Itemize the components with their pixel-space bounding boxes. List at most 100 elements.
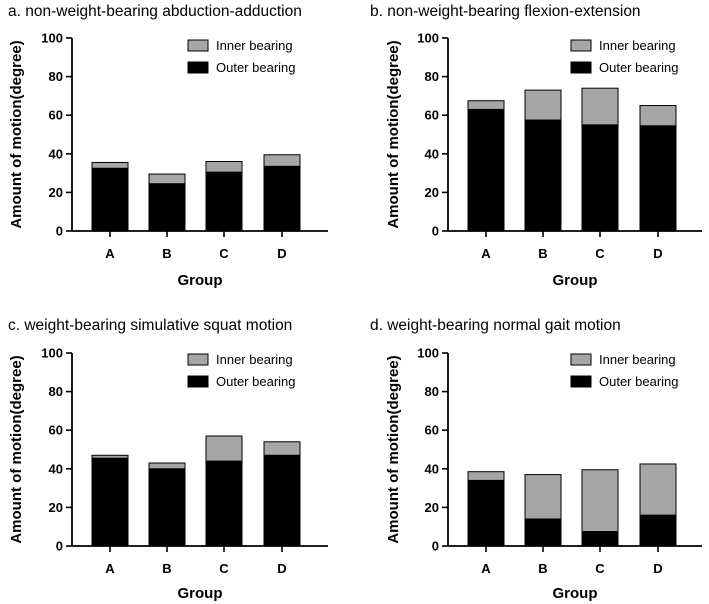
- x-tick-label: D: [277, 246, 286, 261]
- panel-title: a. non-weight-bearing abduction-adductio…: [8, 3, 302, 20]
- bar-inner-D: [263, 441, 301, 456]
- legend-swatch-inner: [570, 353, 592, 366]
- y-tick-label: 20: [49, 185, 63, 200]
- bar-outer-C: [205, 171, 243, 232]
- bar-outer-D: [263, 454, 301, 547]
- y-tick-label: 60: [49, 108, 63, 123]
- legend-label-outer: Outer bearing: [599, 60, 679, 75]
- legend-swatch-inner: [187, 39, 209, 52]
- x-tick-label: B: [538, 246, 547, 261]
- bar-inner-A: [467, 100, 505, 110]
- x-axis-title: Group: [553, 272, 598, 289]
- legend-label-inner: Inner bearing: [216, 38, 293, 53]
- x-tick-label: A: [481, 561, 491, 576]
- panel-title: c. weight-bearing simulative squat motio…: [8, 317, 292, 334]
- y-tick-label: 0: [432, 224, 439, 239]
- bar-inner-B: [148, 462, 186, 470]
- bar-outer-B: [524, 119, 562, 232]
- legend-label-outer: Outer bearing: [216, 60, 296, 75]
- bar-outer-D: [263, 165, 301, 232]
- bar-outer-B: [148, 468, 186, 547]
- y-tick-label: 60: [425, 423, 439, 438]
- legend-label-outer: Outer bearing: [216, 374, 296, 389]
- bar-outer-C: [581, 124, 619, 232]
- x-tick-label: D: [277, 561, 286, 576]
- bar-outer-B: [148, 183, 186, 232]
- bar-outer-A: [467, 108, 505, 232]
- bar-inner-C: [205, 161, 243, 173]
- bar-inner-B: [524, 474, 562, 520]
- y-tick-label: 40: [49, 461, 63, 476]
- legend-label-inner: Inner bearing: [599, 352, 676, 367]
- panel-title: b. non-weight-bearing flexion-extension: [370, 3, 641, 20]
- y-tick-label: 20: [49, 500, 63, 515]
- bar-inner-B: [148, 173, 186, 185]
- y-axis-title: Amount of motion(degree): [385, 40, 402, 228]
- legend-label-inner: Inner bearing: [599, 38, 676, 53]
- legend-label-inner: Inner bearing: [216, 352, 293, 367]
- y-axis-title: Amount of motion(degree): [8, 40, 25, 228]
- legend-swatch-outer: [570, 61, 592, 74]
- bar-outer-A: [91, 167, 129, 232]
- bar-outer-C: [581, 531, 619, 547]
- y-tick-label: 80: [49, 69, 63, 84]
- x-axis-title: Group: [178, 585, 223, 602]
- x-tick-label: B: [162, 246, 171, 261]
- x-axis-title: Group: [178, 272, 223, 289]
- y-tick-label: 20: [425, 185, 439, 200]
- x-tick-label: B: [162, 561, 171, 576]
- bar-inner-A: [467, 471, 505, 481]
- x-tick-label: A: [481, 246, 491, 261]
- bar-inner-B: [524, 89, 562, 121]
- x-tick-label: A: [105, 246, 115, 261]
- chart-panel-a: a. non-weight-bearing abduction-adductio…: [8, 3, 328, 289]
- y-tick-label: 100: [417, 31, 439, 46]
- y-tick-label: 0: [56, 539, 63, 554]
- x-axis-title: Group: [553, 585, 598, 602]
- bar-outer-D: [639, 125, 677, 232]
- legend-label-outer: Outer bearing: [599, 374, 679, 389]
- bar-outer-C: [205, 460, 243, 547]
- y-tick-label: 80: [425, 384, 439, 399]
- y-tick-label: 60: [49, 423, 63, 438]
- bar-outer-D: [639, 514, 677, 547]
- y-tick-label: 60: [425, 108, 439, 123]
- y-axis-title: Amount of motion(degree): [8, 355, 25, 543]
- bar-inner-C: [205, 435, 243, 462]
- y-tick-label: 80: [425, 69, 439, 84]
- y-tick-label: 100: [417, 346, 439, 361]
- legend-swatch-outer: [187, 375, 209, 388]
- x-tick-label: C: [219, 561, 229, 576]
- legend-swatch-inner: [187, 353, 209, 366]
- x-tick-label: C: [595, 561, 605, 576]
- y-tick-label: 0: [432, 539, 439, 554]
- x-tick-label: D: [653, 561, 662, 576]
- y-tick-label: 20: [425, 500, 439, 515]
- x-tick-label: C: [595, 246, 605, 261]
- chart-panel-b: b. non-weight-bearing flexion-extension A…: [370, 3, 702, 289]
- chart-panel-c: c. weight-bearing simulative squat motio…: [8, 317, 328, 602]
- panel-title: d. weight-bearing normal gait motion: [370, 317, 621, 334]
- y-axis-title: Amount of motion(degree): [385, 355, 402, 543]
- y-tick-label: 100: [41, 346, 63, 361]
- x-tick-label: B: [538, 561, 547, 576]
- x-tick-label: A: [105, 561, 115, 576]
- y-tick-label: 40: [425, 146, 439, 161]
- y-tick-label: 100: [41, 31, 63, 46]
- bar-outer-B: [524, 518, 562, 547]
- y-tick-label: 40: [49, 146, 63, 161]
- y-tick-label: 40: [425, 461, 439, 476]
- bar-inner-D: [639, 463, 677, 516]
- bar-outer-A: [91, 457, 129, 547]
- chart-panel-d: d. weight-bearing normal gait motion A B C D…: [370, 317, 702, 602]
- bar-inner-A: [91, 161, 129, 169]
- bar-inner-D: [639, 105, 677, 127]
- x-tick-label: C: [219, 246, 229, 261]
- x-tick-label: D: [653, 246, 662, 261]
- bar-outer-A: [467, 479, 505, 547]
- y-tick-label: 0: [56, 224, 63, 239]
- bar-inner-D: [263, 154, 301, 167]
- legend-swatch-inner: [570, 39, 592, 52]
